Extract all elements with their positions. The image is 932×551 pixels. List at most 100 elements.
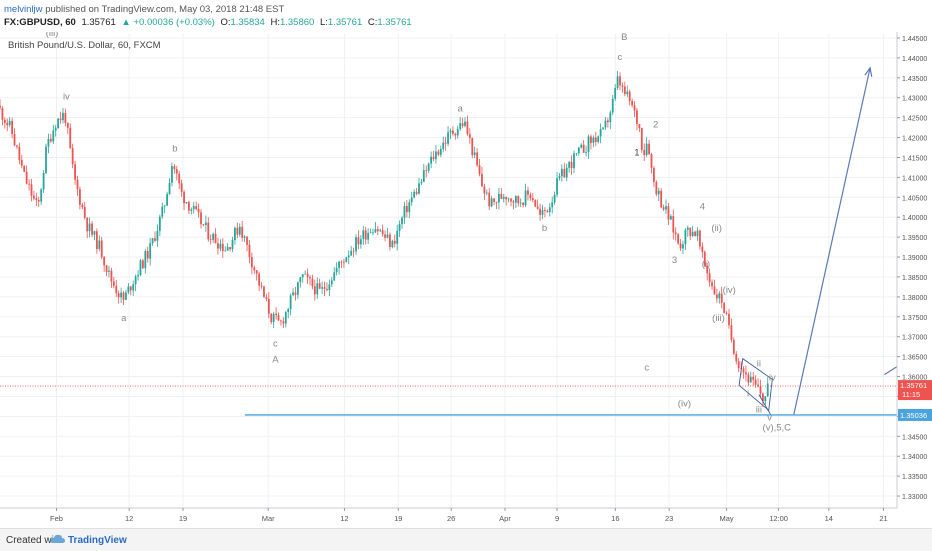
candle-up [139, 260, 142, 275]
time-axis[interactable]: Feb 12 19 Mar 12 19 26 Apr 9 16 23 May 12:00 14 21 [0, 507, 897, 523]
chart-grid [0, 34, 897, 508]
candle-up [626, 91, 629, 95]
drawings [0, 66, 898, 416]
candle-down [37, 200, 40, 202]
candle-down [527, 190, 529, 195]
candle-down [628, 91, 631, 102]
candle-up [410, 197, 413, 203]
candle-up [408, 202, 411, 213]
price-tick-label: 1.37000 [902, 335, 927, 342]
wave-label: i [747, 388, 749, 399]
candle-up [52, 130, 55, 142]
candle-down [384, 234, 386, 238]
candle-up [88, 223, 91, 232]
price-tick-label: 1.41000 [902, 175, 927, 182]
candle-down [59, 118, 62, 121]
candle-up [502, 196, 505, 199]
candle-down [105, 265, 108, 272]
candle-down [650, 154, 653, 168]
candle-down [742, 368, 745, 373]
candle-up [749, 376, 752, 383]
candle-up [541, 210, 544, 215]
wave-label: b [542, 223, 547, 234]
candle-up [125, 292, 127, 300]
candle-up [161, 206, 164, 217]
candle-up [224, 250, 227, 252]
candle-down [16, 145, 18, 147]
time-tick-label: 16 [611, 514, 619, 523]
candle-down [444, 142, 447, 144]
candle-up [120, 292, 122, 298]
candle-up [553, 194, 556, 203]
candle-down [241, 226, 244, 238]
candle-up [473, 152, 476, 156]
candle-down [425, 170, 428, 172]
last-price-label: 1.35761 [900, 381, 927, 390]
candle-up [287, 309, 290, 313]
wave-label: 4 [700, 201, 705, 212]
wave-label: c [273, 339, 278, 350]
candle-up [296, 282, 299, 295]
candle-down [638, 124, 641, 129]
time-tick-label: 12 [340, 514, 348, 523]
high-value: 1.35860 [279, 17, 315, 28]
candle-up [456, 129, 459, 136]
open-label: O: [220, 17, 231, 28]
up-triangle-icon: ▲ [121, 17, 131, 28]
candle-down [728, 313, 730, 326]
candle-down [275, 313, 277, 316]
price-tick-label: 1.36000 [902, 375, 927, 382]
candle-up [766, 383, 769, 397]
candle-down [405, 206, 408, 213]
candle-up [40, 189, 43, 202]
candle-down [25, 171, 28, 184]
candle-up [657, 190, 660, 195]
tradingview-brand[interactable]: TradingView [68, 535, 127, 546]
wedge-drawing[interactable] [738, 357, 773, 412]
created-with-text: Created with [6, 535, 63, 546]
candle-down [313, 286, 316, 295]
candle-up [514, 196, 517, 203]
time-tick-label: Feb [50, 514, 63, 523]
candle-up [597, 136, 600, 143]
candle-up [108, 270, 110, 272]
candle-up [396, 230, 399, 244]
candle-down [730, 325, 733, 340]
price-axis[interactable]: 1.44500 1.44000 1.43500 1.43000 1.42500 1.420… [896, 32, 932, 528]
candle-up [413, 191, 416, 198]
published-text: published on TradingView.com, May 03, 20… [45, 4, 285, 15]
candle-up [192, 206, 195, 210]
candle-up [442, 142, 445, 150]
price-tick-label: 1.40000 [902, 215, 927, 222]
candle-down [594, 137, 597, 143]
price-chart[interactable]: British Pound/U.S. Dollar, 60, FXCM (iii… [0, 32, 932, 528]
candle-down [20, 160, 23, 166]
candle-down [66, 123, 69, 128]
candle-up [168, 182, 171, 194]
candle-down [282, 321, 285, 324]
candle-down [195, 206, 198, 209]
candle-up [435, 151, 437, 160]
candle-down [415, 191, 418, 194]
candle-up [418, 183, 420, 194]
candle-up [185, 202, 188, 204]
symbol-label[interactable]: FX:GBPUSD, 60 [4, 17, 76, 28]
candle-down [437, 151, 440, 155]
candles [0, 70, 769, 408]
price-tick-label: 1.39500 [902, 235, 927, 242]
author-link[interactable]: melvinljw [4, 4, 43, 15]
candle-down [544, 210, 546, 211]
candle-down [112, 281, 115, 286]
candle-up [592, 137, 595, 143]
projection-arrow-line[interactable] [793, 67, 871, 415]
candle-down [694, 231, 696, 237]
candle-down [326, 288, 328, 290]
price-tick-label: 1.41500 [902, 155, 927, 162]
wave-label: (iv) [723, 285, 736, 296]
candle-up [568, 161, 571, 168]
wave-label: A [272, 355, 279, 366]
price-tick-label: 1.44500 [902, 36, 927, 43]
candle-down [623, 86, 626, 95]
candle-down [323, 287, 326, 289]
price-tick-label: 1.34000 [902, 454, 927, 461]
